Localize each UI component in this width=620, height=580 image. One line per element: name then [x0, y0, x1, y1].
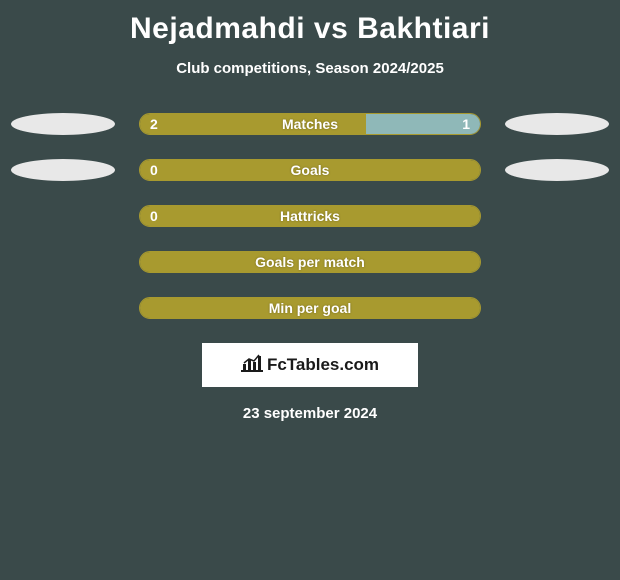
stat-row: Goals per match [0, 251, 620, 273]
stat-value-left: 0 [150, 208, 158, 224]
player-left-oval [11, 159, 115, 181]
stat-bar: Matches2 1 [139, 113, 481, 135]
stat-bar: Hattricks0 [139, 205, 481, 227]
stat-label: Goals [140, 162, 480, 178]
player-right-oval [505, 113, 609, 135]
stat-row: Min per goal [0, 297, 620, 319]
stat-value-left: 2 [150, 116, 158, 132]
stat-row: Matches2 1 [0, 113, 620, 135]
stats-chart: Matches21Goals0Hattricks0Goals per match… [0, 113, 620, 319]
player-right-oval [505, 159, 609, 181]
stat-bar: Min per goal [139, 297, 481, 319]
stat-label: Hattricks [140, 208, 480, 224]
footer-date: 23 september 2024 [0, 405, 620, 422]
stat-bar: Goals0 [139, 159, 481, 181]
page-subtitle: Club competitions, Season 2024/2025 [0, 60, 620, 77]
stat-value-left: 0 [150, 162, 158, 178]
branding-text: FcTables.com [267, 355, 379, 375]
stat-value-right: 1 [462, 116, 470, 132]
stat-bar: Goals per match [139, 251, 481, 273]
stat-row: Goals0 [0, 159, 620, 181]
player-left-oval [11, 113, 115, 135]
stat-label: Matches [140, 116, 480, 132]
branding-box: FcTables.com [202, 343, 418, 387]
stat-row: Hattricks0 [0, 205, 620, 227]
page-title: Nejadmahdi vs Bakhtiari [0, 0, 620, 46]
chart-icon [241, 354, 263, 377]
stat-label: Min per goal [140, 300, 480, 316]
stat-label: Goals per match [140, 254, 480, 270]
